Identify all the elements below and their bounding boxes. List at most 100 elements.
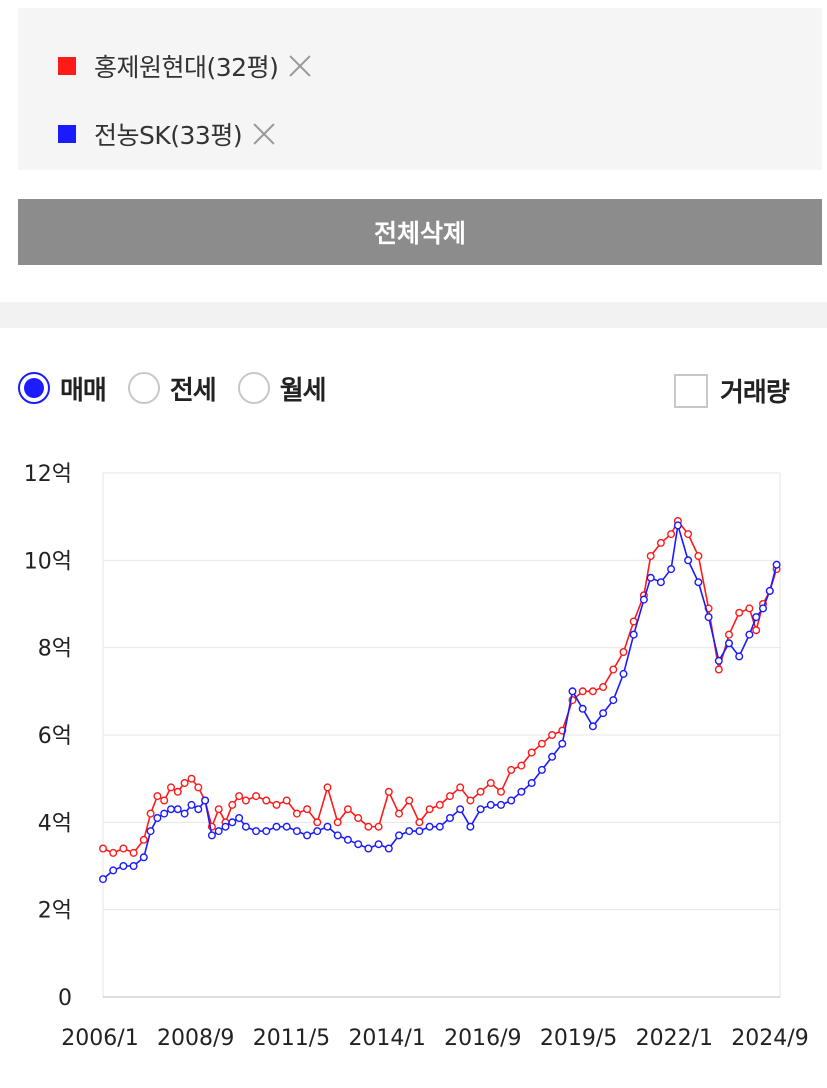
data-point — [735, 652, 744, 661]
data-point — [235, 792, 244, 801]
data-point — [588, 687, 597, 696]
data-point — [166, 805, 175, 814]
x-tick-label: 2011/5 — [253, 1026, 330, 1051]
data-point — [548, 752, 557, 761]
data-point — [673, 521, 682, 530]
data-point — [537, 765, 546, 774]
data-point — [425, 822, 434, 831]
clear-all-button[interactable]: 전체삭제 — [18, 199, 822, 265]
data-point — [405, 796, 414, 805]
data-point — [629, 617, 638, 626]
data-point — [497, 800, 506, 809]
data-point — [765, 586, 774, 595]
data-point — [517, 761, 526, 770]
data-point — [527, 748, 536, 757]
x-tick-label: 2008/9 — [157, 1026, 234, 1051]
radio-button[interactable] — [237, 372, 270, 404]
data-point — [752, 626, 761, 635]
data-point — [374, 840, 383, 849]
data-point — [282, 822, 291, 831]
data-point — [619, 669, 628, 678]
data-point — [684, 530, 693, 539]
data-point — [646, 573, 655, 582]
data-point — [384, 787, 393, 796]
y-tick-label: 0 — [58, 986, 72, 1011]
close-icon[interactable] — [286, 52, 314, 80]
data-point — [704, 613, 713, 622]
trade-type-selector: 매매 전세 월세 — [18, 366, 348, 410]
data-point — [639, 595, 648, 604]
volume-checkbox[interactable] — [674, 373, 708, 408]
data-point — [119, 844, 128, 853]
price-line-chart: 0 2억 4억 6억 8억 10억 12억 2006/1 2008/9 2011/5 2014/1 2… — [24, 462, 809, 1051]
legend-swatch-blue — [58, 125, 76, 143]
data-point — [303, 831, 312, 840]
data-point — [374, 822, 383, 831]
data-point — [656, 538, 665, 547]
data-point — [725, 630, 734, 639]
radio-option-jeonse[interactable]: 전세 — [127, 370, 217, 407]
y-tick-label: 10억 — [24, 549, 72, 574]
data-point — [252, 792, 261, 801]
data-point — [588, 722, 597, 731]
data-point — [146, 809, 155, 818]
data-point — [456, 783, 465, 792]
data-point — [745, 630, 754, 639]
comparison-item-label: 홍제원현대(32평) — [94, 53, 279, 82]
data-point — [609, 696, 618, 705]
data-point — [714, 665, 723, 674]
data-point — [752, 613, 761, 622]
data-point — [272, 800, 281, 809]
radio-button[interactable] — [18, 372, 50, 404]
data-point — [486, 779, 495, 788]
data-point — [272, 822, 281, 831]
data-point — [129, 848, 138, 857]
radio-button[interactable] — [127, 372, 160, 404]
data-point — [599, 682, 608, 691]
data-point — [160, 809, 169, 818]
data-point — [323, 822, 332, 831]
data-point — [241, 822, 250, 831]
data-point — [146, 827, 155, 836]
radio-option-sale[interactable]: 매매 — [18, 370, 107, 407]
data-point — [415, 827, 424, 836]
data-point — [354, 840, 363, 849]
y-tick-label: 12억 — [24, 462, 72, 487]
volume-toggle[interactable]: 거래량 — [674, 372, 790, 409]
data-point — [395, 809, 404, 818]
data-point — [446, 814, 455, 823]
data-point — [745, 604, 754, 613]
data-point — [303, 805, 312, 814]
data-point — [435, 800, 444, 809]
data-point — [466, 796, 475, 805]
data-point — [548, 731, 557, 740]
data-point — [517, 787, 526, 796]
data-point — [354, 814, 363, 823]
data-point — [609, 665, 618, 674]
data-point — [558, 739, 567, 748]
volume-label: 거래량 — [720, 378, 790, 408]
data-point — [599, 709, 608, 718]
data-point — [527, 779, 536, 788]
x-tick-label: 2006/1 — [61, 1026, 138, 1051]
x-tick-label: 2019/5 — [540, 1026, 617, 1051]
data-point — [684, 556, 693, 565]
data-point — [456, 805, 465, 814]
data-point — [772, 560, 781, 569]
y-tick-label: 2억 — [38, 899, 72, 924]
data-point — [241, 796, 250, 805]
radio-option-monthly[interactable]: 월세 — [237, 370, 327, 407]
comparison-item: 전농SK(33평) — [58, 116, 278, 152]
data-point — [262, 827, 271, 836]
data-point — [714, 656, 723, 665]
data-point — [507, 796, 516, 805]
radio-label: 전세 — [169, 375, 217, 406]
data-point — [323, 783, 332, 792]
data-point — [415, 818, 424, 827]
data-point — [228, 800, 237, 809]
data-point — [119, 862, 128, 871]
legend-swatch-red — [58, 57, 76, 75]
data-point — [228, 818, 237, 827]
data-point — [446, 792, 455, 801]
close-icon[interactable] — [250, 120, 278, 148]
